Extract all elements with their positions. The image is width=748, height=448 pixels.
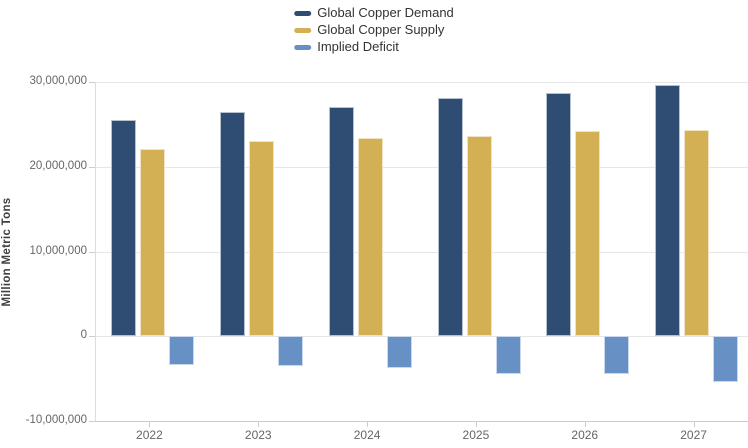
demand-legend-marker-icon [294, 10, 312, 16]
bar-implied-deficit-2023 [277, 336, 303, 366]
x-axis-tick [584, 422, 586, 427]
bar-global-copper-supply-2024 [357, 137, 383, 337]
x-axis-tick [258, 422, 260, 427]
legend-label-deficit: Implied Deficit [317, 39, 399, 54]
bar-global-copper-demand-2023 [219, 111, 245, 337]
legend-label-supply: Global Copper Supply [317, 22, 445, 37]
bar-global-copper-demand-2022 [111, 120, 136, 337]
bar-global-copper-supply-2026 [575, 131, 601, 337]
supply-legend-marker-icon [294, 27, 312, 33]
x-axis-label-2024: 2024 [353, 428, 381, 442]
bar-implied-deficit-2024 [386, 336, 412, 368]
y-axis-tick [89, 421, 95, 422]
gridline-10000000 [96, 251, 748, 253]
x-axis-label-2027: 2027 [680, 428, 707, 442]
legend-label-demand: Global Copper Demand [317, 5, 454, 20]
gridline-30000000 [96, 82, 748, 83]
legend-item-implied-deficit[interactable]: Implied Deficit [294, 40, 454, 54]
y-axis-label-10000000: 10,000,000 [29, 244, 87, 257]
y-axis-tick [89, 251, 95, 253]
bar-global-copper-demand-2024 [328, 106, 354, 337]
bar-global-copper-demand-2026 [546, 93, 572, 337]
x-axis-tick [693, 422, 695, 427]
chart-legend: Global Copper Demand Global Copper Suppl… [294, 6, 454, 54]
legend-item-global-copper-demand[interactable]: Global Copper Demand [294, 6, 454, 20]
y-axis-label-20000000: 20,000,000 [29, 159, 87, 172]
deficit-legend-marker-icon [294, 44, 312, 50]
plot-area [95, 82, 748, 422]
y-axis-label-30000000: 30,000,000 [29, 75, 87, 87]
gridline-20000000 [96, 166, 748, 168]
bar-implied-deficit-2022 [169, 336, 194, 366]
bar-global-copper-demand-2027 [655, 84, 681, 337]
gridline-0 [96, 336, 748, 338]
x-axis-label-2022: 2022 [136, 428, 163, 442]
bar-global-copper-demand-2025 [437, 98, 463, 337]
x-axis-line [95, 421, 748, 422]
x-axis-tick [149, 422, 151, 427]
x-axis-tick [475, 422, 477, 427]
y-axis-tick [89, 82, 95, 83]
bar-global-copper-supply-2025 [466, 136, 492, 337]
y-axis-label-0: 0 [80, 329, 87, 342]
y-axis-tick [89, 336, 95, 338]
x-axis-label-2023: 2023 [244, 428, 272, 442]
y-axis-label--10000000: -10,000,000 [25, 414, 87, 426]
bar-global-copper-supply-2027 [684, 130, 710, 337]
bar-implied-deficit-2025 [495, 336, 521, 375]
bar-implied-deficit-2026 [604, 336, 630, 375]
y-axis-tick [89, 166, 95, 168]
x-axis-label-2026: 2026 [571, 428, 599, 442]
legend-item-global-copper-supply[interactable]: Global Copper Supply [294, 23, 454, 37]
bar-global-copper-supply-2023 [248, 141, 274, 337]
x-axis-label-2025: 2025 [462, 428, 490, 442]
bar-global-copper-supply-2022 [140, 148, 165, 337]
bar-implied-deficit-2027 [713, 336, 739, 382]
x-axis-tick [367, 422, 369, 427]
